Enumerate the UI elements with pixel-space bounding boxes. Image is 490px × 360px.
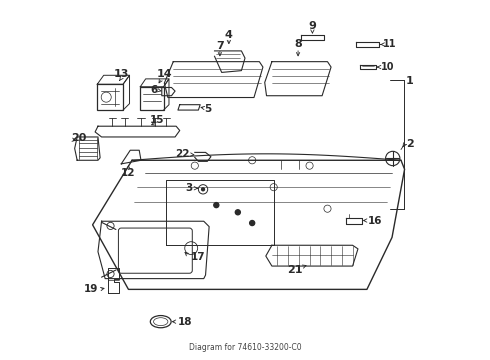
Text: 20: 20 xyxy=(71,133,86,143)
Circle shape xyxy=(201,188,204,191)
Text: 19: 19 xyxy=(84,284,98,294)
Text: Diagram for 74610-33200-C0: Diagram for 74610-33200-C0 xyxy=(189,343,301,352)
FancyBboxPatch shape xyxy=(119,228,192,273)
Text: 16: 16 xyxy=(368,216,383,225)
Text: 6: 6 xyxy=(150,85,157,95)
Text: 7: 7 xyxy=(216,41,224,50)
Text: 14: 14 xyxy=(156,69,172,79)
Text: 15: 15 xyxy=(150,115,164,125)
Text: 4: 4 xyxy=(225,30,233,40)
Text: 1: 1 xyxy=(406,76,414,86)
Text: 9: 9 xyxy=(309,21,317,31)
Circle shape xyxy=(235,210,240,215)
Text: 13: 13 xyxy=(114,69,129,79)
Text: 5: 5 xyxy=(204,104,211,114)
Text: 12: 12 xyxy=(121,168,136,178)
Circle shape xyxy=(214,203,219,208)
Circle shape xyxy=(250,221,255,226)
FancyBboxPatch shape xyxy=(140,87,164,110)
Text: 17: 17 xyxy=(191,252,205,262)
Text: 8: 8 xyxy=(294,40,302,49)
Text: 18: 18 xyxy=(177,317,192,327)
Text: 11: 11 xyxy=(383,40,397,49)
Text: 22: 22 xyxy=(175,149,190,159)
Text: 3: 3 xyxy=(186,183,193,193)
Text: 10: 10 xyxy=(381,62,395,72)
Text: 2: 2 xyxy=(406,139,414,149)
FancyBboxPatch shape xyxy=(97,84,123,110)
Text: 21: 21 xyxy=(287,265,302,275)
